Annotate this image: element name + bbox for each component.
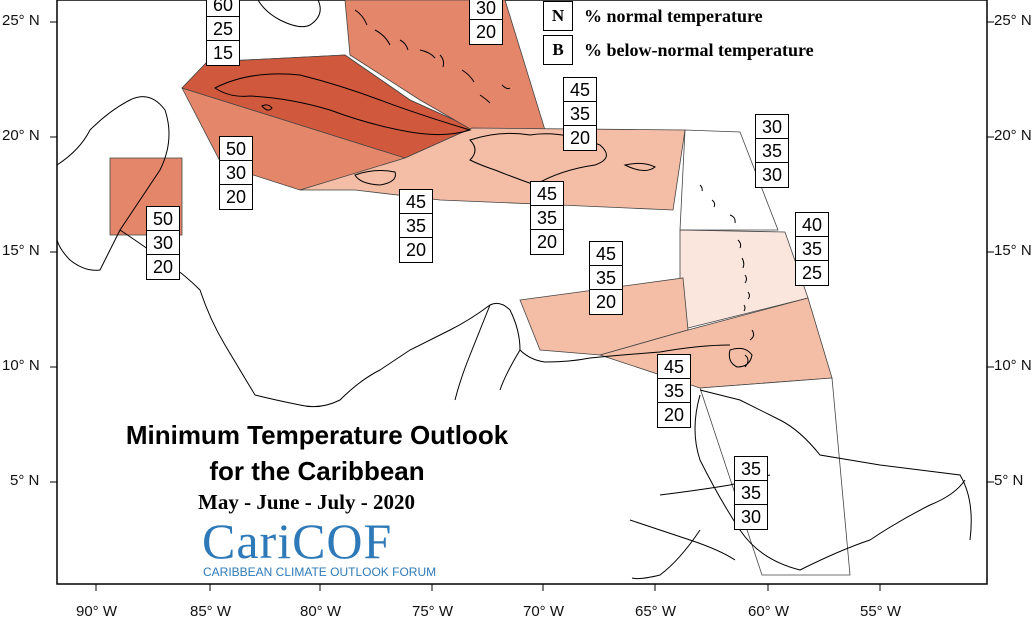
lon-label: 60° W — [748, 603, 790, 620]
coastlines — [56, 0, 972, 580]
forecast-box-belize: 50 30 20 — [146, 206, 180, 280]
lon-label: 90° W — [76, 603, 118, 620]
map-title: Minimum Temperature Outlook — [125, 420, 509, 450]
lon-label: 75° W — [412, 603, 454, 620]
lon-label: 55° W — [860, 603, 902, 620]
forecast-box-guianas: 35 35 30 — [734, 456, 768, 530]
prob-above: 30 — [756, 115, 788, 139]
logo-wordmark: CariCOF — [202, 513, 393, 569]
prob-normal: 25 — [207, 17, 239, 41]
lat-label-left: 25° N — [2, 12, 40, 29]
forecast-box-hispaniola: 45 35 20 — [530, 181, 564, 255]
prob-above: 45 — [590, 242, 622, 266]
prob-below: 30 — [740, 507, 762, 527]
prob-normal: 35 — [756, 139, 788, 163]
lat-label-left: 10° N — [2, 357, 40, 374]
lat-label-right: 5° N — [994, 472, 1024, 489]
prob-below: 20 — [152, 257, 174, 277]
prob-normal: 30 — [470, 0, 502, 20]
lon-label: 70° W — [523, 603, 565, 620]
prob-below: 20 — [595, 292, 617, 312]
lat-label-right: 15° N — [994, 242, 1032, 259]
map-subtitle: for the Caribbean — [209, 456, 425, 486]
prob-below: 20 — [405, 240, 427, 260]
prob-below: 20 — [536, 232, 558, 252]
prob-above: 45 — [400, 190, 432, 214]
prob-normal: 35 — [531, 206, 563, 230]
prob-above: 45 — [531, 182, 563, 206]
prob-normal: 35 — [658, 379, 690, 403]
prob-below: 25 — [801, 263, 823, 283]
legend-key-below: B — [543, 35, 573, 65]
prob-below: 30 — [761, 165, 783, 185]
axis-ticks — [50, 21, 994, 591]
legend-key-normal: N — [543, 1, 573, 31]
lat-label-right: 25° N — [994, 12, 1032, 29]
prob-above: 50 — [147, 207, 179, 231]
prob-normal: 30 — [147, 231, 179, 255]
prob-above: 45 — [658, 355, 690, 379]
prob-normal: 35 — [796, 237, 828, 261]
prob-below: 15 — [212, 43, 234, 63]
prob-above: 45 — [564, 78, 596, 102]
forecast-box-trinidad: 45 35 20 — [657, 354, 691, 428]
forecast-box-leeward: 30 35 30 — [755, 114, 789, 188]
prob-normal: 35 — [564, 102, 596, 126]
lat-label-right: 10° N — [994, 357, 1032, 374]
prob-above: 35 — [735, 457, 767, 481]
prob-below: 20 — [225, 187, 247, 207]
forecast-period: May - June - July - 2020 — [198, 490, 415, 514]
prob-below: 20 — [475, 22, 497, 42]
lon-label: 65° W — [635, 603, 677, 620]
prob-below: 20 — [663, 405, 685, 425]
prob-normal: 30 — [220, 161, 252, 185]
prob-normal: 35 — [735, 481, 767, 505]
forecast-box-cayman: 50 30 20 — [219, 136, 253, 210]
legend-below: B % below-normal temperature — [543, 34, 814, 66]
caricof-logo: CariCOF CARIBBEAN CLIMATE OUTLOOK FORUM — [200, 515, 436, 581]
prob-above: 50 — [220, 137, 252, 161]
lat-label-left: 15° N — [2, 242, 40, 259]
prob-normal: 35 — [590, 266, 622, 290]
forecast-box-abc: 45 35 20 — [589, 241, 623, 315]
forecast-box-cuba-north: 60 25 15 — [206, 0, 240, 66]
prob-normal: 35 — [400, 214, 432, 238]
lat-label-left: 5° N — [10, 472, 40, 489]
prob-below: 20 — [569, 128, 591, 148]
lon-label: 80° W — [300, 603, 342, 620]
forecast-box-jamaica: 45 35 20 — [399, 189, 433, 263]
legend-label-normal: % normal temperature — [584, 5, 763, 26]
legend-label-below: % below-normal temperature — [584, 39, 814, 60]
logo-tagline: CARIBBEAN CLIMATE OUTLOOK FORUM — [203, 565, 437, 579]
prob-above: 60 — [207, 0, 239, 17]
lat-label-left: 20° N — [2, 127, 40, 144]
prob-above: 40 — [796, 213, 828, 237]
forecast-box-bahamas: 30 20 — [469, 0, 503, 45]
lat-label-right: 20° N — [994, 127, 1032, 144]
lon-label: 85° W — [190, 603, 232, 620]
forecast-box-windward: 40 35 25 — [795, 212, 829, 286]
forecast-box-northeast: 45 35 20 — [563, 77, 597, 151]
region-leeward — [679, 129, 779, 231]
legend-normal: N % normal temperature — [543, 0, 763, 32]
